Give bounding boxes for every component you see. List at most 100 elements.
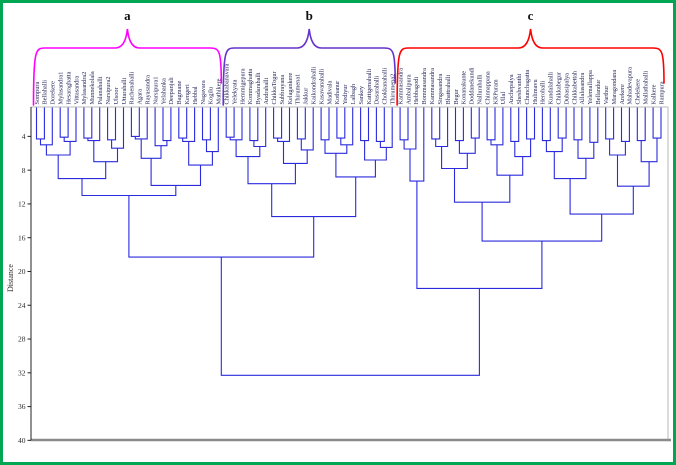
leaf-label: Mylasandra1 xyxy=(58,72,65,105)
leaf-label: Andrahalli xyxy=(263,77,270,104)
leaf-label: Sheshvanthi xyxy=(516,73,523,104)
tick-label: 8 xyxy=(22,166,26,175)
leaf-label: Chunchagatta xyxy=(524,70,531,105)
cluster-letter-c: c xyxy=(528,8,534,23)
leaf-label: Kattigenahalli xyxy=(366,69,373,105)
leaf-label: Mathikere xyxy=(216,78,223,104)
leaf-label: Allalasandra xyxy=(579,72,586,104)
leaf-label: Rachenahalli xyxy=(129,71,136,104)
dendrogram-lines xyxy=(35,107,662,376)
leaf-label: Kommaghatta xyxy=(247,69,254,105)
leaf-label: Nagavara xyxy=(200,80,207,104)
leaf-label: Kaikondrahalli xyxy=(311,66,318,104)
leaf-label: Dorekere xyxy=(50,81,57,105)
tick-label: 20 xyxy=(18,267,26,276)
leaf-label: Subbrayana xyxy=(279,75,286,105)
leaf-label: Kalkere xyxy=(650,84,657,104)
leaf-label: Rampura xyxy=(658,81,665,104)
leaf-label: Mahadevapura xyxy=(627,67,634,105)
leaf-label: Deepanjali xyxy=(168,77,175,105)
leaf-label: Byadarahalli xyxy=(255,72,262,104)
leaf-label: Mallathahalli xyxy=(643,71,650,105)
leaf-label: Lalbagh xyxy=(350,83,357,104)
tick-label: 24 xyxy=(18,301,26,310)
leaf-label: Sompura xyxy=(34,82,41,105)
leaf-label: Kammasandra xyxy=(397,68,404,105)
leaf-label: Madivala xyxy=(326,81,333,105)
leaf-label: Begur xyxy=(453,88,460,104)
y-axis-ticks: 4 8 12 16 20 24 28 32 36 40 xyxy=(18,132,31,445)
leaf-label: Thirumena2 xyxy=(390,74,397,105)
leaf-label: Sankey xyxy=(358,85,365,104)
leaf-label: Hulimavu xyxy=(532,78,539,104)
tick-label: 12 xyxy=(18,200,26,209)
leaf-label: Dasarahalli xyxy=(374,76,381,105)
leaf-label: Kelagankere xyxy=(287,72,294,104)
leaf-label: Narsipura2 xyxy=(105,77,112,105)
leaf-label: Kundalahalli xyxy=(548,72,555,105)
leaf-label: Thirumena1 xyxy=(295,74,302,105)
tick-label: 28 xyxy=(18,335,26,344)
leaf-label: Chikkabanavara xyxy=(224,63,231,104)
tick-label: 32 xyxy=(18,368,26,377)
leaf-label: Konanakunte xyxy=(461,71,468,105)
leaf-label: Kogilu xyxy=(208,86,215,104)
leaf-label: Chelekere xyxy=(635,79,642,105)
leaf-label: Narsipura1 xyxy=(152,77,159,105)
leaf-label: Yelemallappa xyxy=(587,70,594,105)
leaf-label: Hemmigepura xyxy=(239,68,246,104)
leaf-label: Maragondana xyxy=(611,70,618,105)
leaf-label: Chokkanahalli xyxy=(382,68,389,105)
cluster-brackets: a b c xyxy=(32,8,665,106)
leaf-label: Yelekyata xyxy=(231,79,238,104)
leaf-label: Varthur xyxy=(603,85,610,105)
leaf-label: Anchepalya xyxy=(508,74,515,104)
tick-label: 36 xyxy=(18,402,26,411)
cluster-bracket-c xyxy=(396,28,665,106)
leaf-labels: Sompura Bellahalli Dorekere Mylasandra1 Hesa… xyxy=(34,63,665,105)
leaf-label: KRPuram xyxy=(492,79,499,104)
leaf-label: Hebbal xyxy=(192,86,199,104)
leaf-label: Agara xyxy=(137,89,144,105)
leaf-label: Ullal xyxy=(500,92,507,105)
leaf-label: Nallurahalli xyxy=(477,74,484,104)
leaf-label: Doddanekundi xyxy=(469,67,476,104)
leaf-label: Ambalipura xyxy=(405,74,412,104)
leaf-label: Rayasandra xyxy=(145,75,152,105)
leaf-label: Vittasandra xyxy=(73,76,80,105)
leaf-label: Singasandra xyxy=(437,74,444,105)
tick-label: 16 xyxy=(18,233,26,242)
tick-label: 40 xyxy=(18,436,26,445)
cluster-bracket-a xyxy=(32,28,223,106)
leaf-label: Uttarahalli xyxy=(121,77,128,104)
leaf-label: Arekere xyxy=(619,84,626,104)
leaf-label: Herohalli xyxy=(540,80,547,104)
leaf-label: Jakkur xyxy=(303,87,310,105)
leaf-label: Bellandur xyxy=(595,79,602,105)
leaf-label: Bellahalli xyxy=(42,80,49,105)
leaf-label: Hesaraghatta xyxy=(65,71,72,104)
leaf-label: Bagmane xyxy=(176,81,183,105)
leaf-label: Kasavanahalli xyxy=(318,69,325,105)
leaf-label: Kengeri xyxy=(184,84,191,105)
leaf-label: Bhattrahalli xyxy=(445,75,452,105)
leaf-label: Palanahalli xyxy=(97,76,104,104)
leaf-label: Kammasandra xyxy=(429,68,436,105)
leaf-label: Mylasandra2 xyxy=(81,72,88,105)
leaf-label: Chinnappana xyxy=(484,71,491,104)
leaf-label: Bommasandra xyxy=(421,68,428,105)
leaf-label: Ulsoor xyxy=(113,86,120,104)
cluster-bracket-b xyxy=(222,28,397,106)
leaf-label: Chikkabettah xyxy=(571,70,578,104)
leaf-label: Chikkabegur xyxy=(556,71,563,104)
leaf-label: Munnekolala xyxy=(89,71,96,104)
cluster-letter-a: a xyxy=(124,8,131,23)
dendrogram-tree xyxy=(35,107,662,376)
leaf-label: Yediyur xyxy=(342,84,349,105)
leaf-label: Hebbagodi xyxy=(413,77,420,105)
y-axis-title: Distance xyxy=(6,264,15,292)
leaf-label: ChikkaTogur xyxy=(271,70,278,104)
plot-frame xyxy=(30,106,671,442)
